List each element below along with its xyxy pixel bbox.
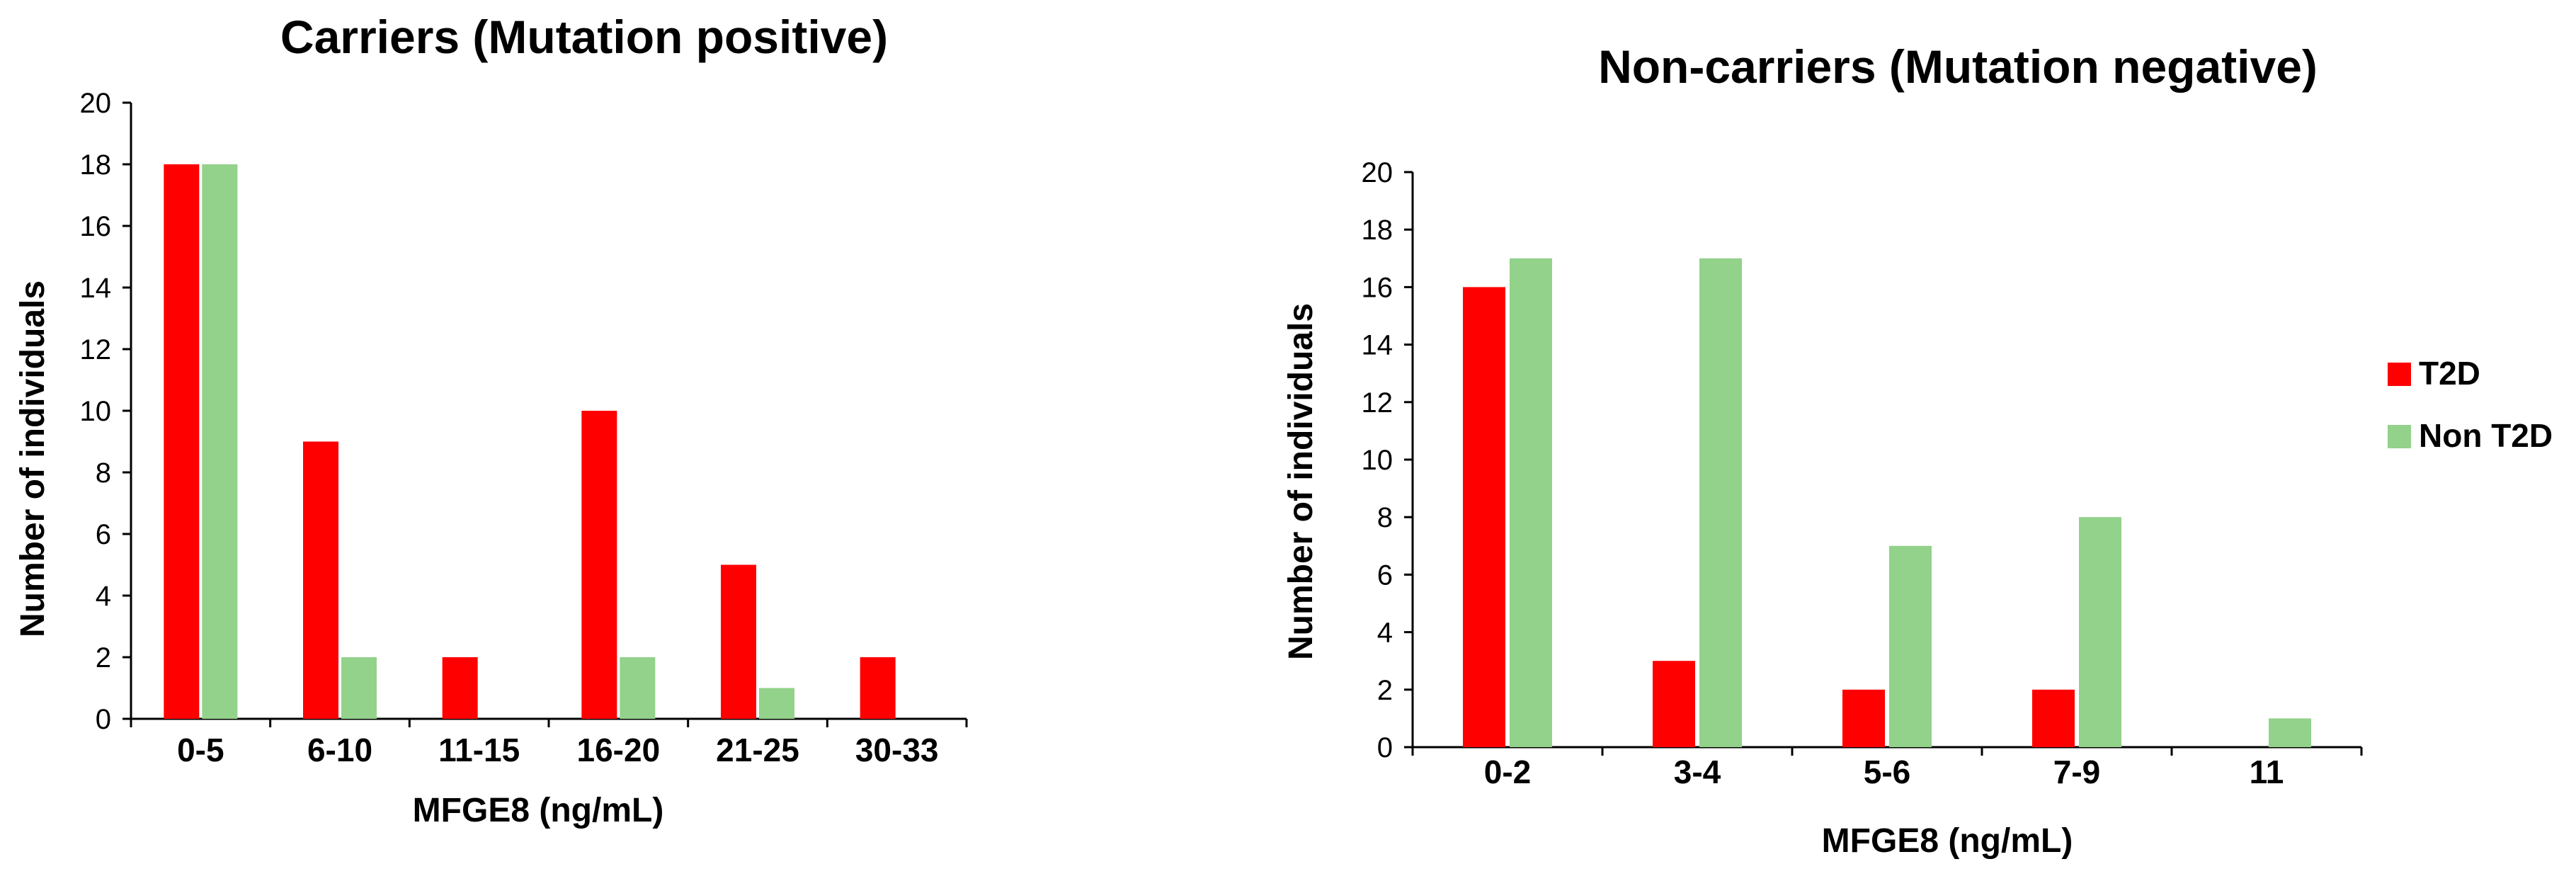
bar-non-t2d — [1889, 545, 1932, 747]
x-tick-label: 5-6 — [1864, 754, 1910, 790]
bar-non-t2d — [2269, 718, 2311, 747]
y-tick-label: 10 — [1362, 445, 1394, 476]
y-tick-label: 0 — [1377, 732, 1393, 763]
y-tick-label: 20 — [80, 88, 112, 119]
bar-t2d — [721, 564, 756, 719]
bar-t2d — [1653, 661, 1695, 747]
bar-non-t2d — [341, 657, 377, 719]
y-axis-label: Number of individuals — [1282, 303, 1320, 660]
legend-label-t2d: T2D — [2419, 355, 2480, 392]
x-tick-label: 6-10 — [307, 732, 372, 768]
x-tick-label: 7-9 — [2053, 754, 2100, 790]
bar-t2d — [2032, 689, 2075, 747]
bar-non-t2d — [202, 164, 238, 719]
chart-non-carriers: Non-carriers (Mutation negative) MFGE8 (… — [1282, 40, 2553, 860]
bar-t2d — [581, 411, 617, 719]
legend: T2D Non T2D — [2388, 355, 2553, 454]
x-tick-label: 0-5 — [177, 732, 224, 768]
plot-area: 0 2 4 6 8 10 12 14 16 18 20 0-2 3-4 5-6 7-9 11 — [1362, 157, 2363, 790]
y-tick-label: 4 — [96, 581, 111, 612]
y-tick-label: 18 — [80, 149, 112, 181]
x-axis-label: MFGE8 (ng/mL) — [1822, 822, 2073, 860]
bar-non-t2d — [1510, 258, 1552, 747]
y-tick-label: 6 — [1377, 559, 1393, 591]
x-tick-label: 3-4 — [1674, 754, 1721, 790]
y-axis-label: Number of individuals — [14, 280, 52, 637]
y-tick-label: 2 — [96, 642, 111, 673]
bar-non-t2d — [2079, 517, 2121, 747]
y-tick-label: 4 — [1377, 618, 1393, 649]
bar-t2d — [303, 441, 338, 719]
bar-t2d — [442, 657, 478, 719]
y-tick-label: 12 — [80, 334, 112, 365]
chart-carriers: Carriers (Mutation positive) MFGE8 (ng/m… — [14, 11, 968, 829]
y-tick-label: 8 — [96, 457, 111, 489]
y-tick-label: 6 — [96, 519, 111, 550]
y-tick-label: 10 — [80, 396, 112, 427]
x-tick-label: 16-20 — [577, 732, 661, 768]
y-tick-label: 16 — [80, 211, 112, 242]
x-tick-label: 0-2 — [1484, 754, 1531, 790]
y-tick-label: 16 — [1362, 272, 1394, 303]
bar-t2d — [1463, 287, 1505, 747]
y-tick-label: 18 — [1362, 215, 1394, 246]
y-tick-label: 12 — [1362, 387, 1394, 419]
legend-swatch-t2d — [2388, 363, 2411, 386]
x-tick-label: 11 — [2250, 754, 2284, 790]
bar-non-t2d — [759, 688, 794, 719]
legend-swatch-non-t2d — [2388, 425, 2411, 448]
y-tick-label: 0 — [96, 704, 111, 735]
plot-area: 0 2 4 6 8 10 12 14 16 18 20 0-5 6-10 11-15 16-20 21-25 3… — [80, 88, 968, 768]
x-axis-label: MFGE8 (ng/mL) — [413, 792, 664, 829]
bar-t2d — [164, 164, 200, 719]
legend-label-non-t2d: Non T2D — [2419, 417, 2553, 454]
x-tick-label: 21-25 — [716, 732, 799, 768]
chart-title: Non-carriers (Mutation negative) — [1598, 40, 2318, 93]
y-tick-label: 20 — [1362, 157, 1394, 188]
bar-t2d — [1842, 689, 1885, 747]
bar-non-t2d — [620, 657, 656, 719]
y-tick-label: 2 — [1377, 675, 1393, 706]
y-tick-label: 8 — [1377, 502, 1393, 533]
chart-title: Carriers (Mutation positive) — [280, 11, 888, 63]
y-tick-label: 14 — [80, 273, 112, 304]
bar-t2d — [860, 657, 896, 719]
bar-non-t2d — [1699, 258, 1742, 747]
x-tick-label: 30-33 — [855, 732, 939, 768]
y-tick-label: 14 — [1362, 330, 1394, 361]
x-tick-label: 11-15 — [438, 732, 520, 768]
